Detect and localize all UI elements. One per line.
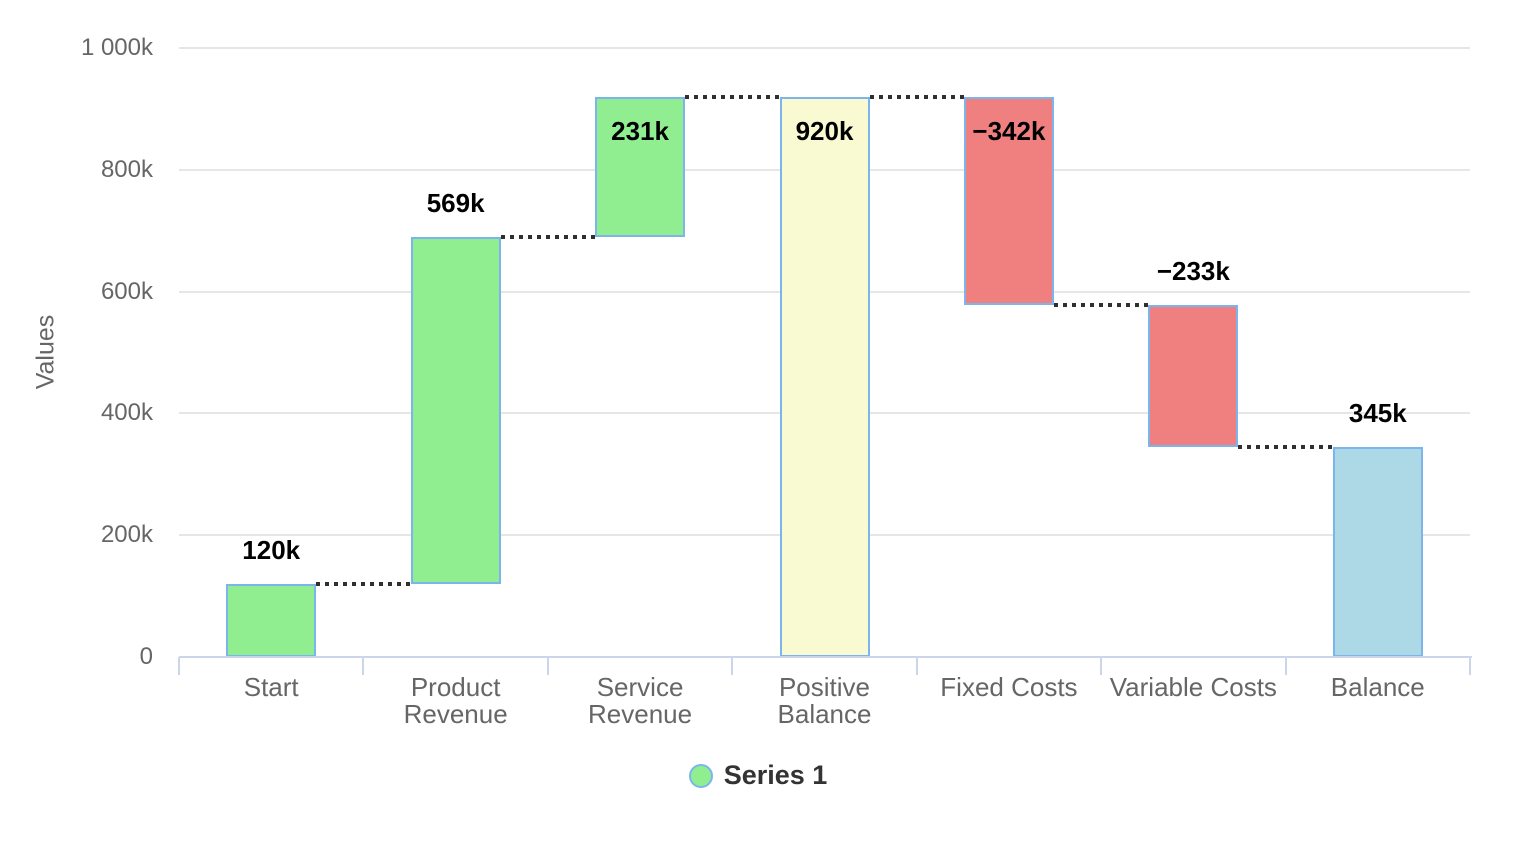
x-label-variable-costs: Variable Costs: [1109, 672, 1277, 702]
data-label-variable-costs: −233k: [1156, 255, 1230, 286]
x-axis-tick-6: [1284, 657, 1287, 675]
bar-positive-balance[interactable]: [779, 96, 870, 657]
bar-start[interactable]: [226, 583, 317, 657]
x-axis-tick-2: [546, 657, 549, 675]
x-label-start: Start: [243, 672, 299, 702]
x-axis-tick-1: [362, 657, 365, 675]
x-axis-tick-7: [1469, 657, 1471, 675]
y-tick-label-200: 200k: [100, 521, 153, 549]
x-axis-line: [179, 656, 1472, 658]
bar-variable-costs[interactable]: [1148, 304, 1239, 447]
connector-line-2: [685, 94, 780, 99]
connector-line-4: [1053, 302, 1149, 307]
y-tick-label-0: 0: [139, 643, 153, 670]
y-axis-title: Values: [31, 314, 60, 390]
data-label-product-revenue: 569k: [426, 188, 485, 219]
data-label-start: 120k: [242, 534, 301, 565]
x-axis-tick-4: [915, 657, 918, 675]
y-tick-label-600: 600k: [100, 277, 153, 305]
y-tick-label-400: 400k: [100, 399, 153, 427]
x-axis-tick-5: [1100, 657, 1103, 675]
gridline-1000: [179, 47, 1470, 49]
bar-balance[interactable]: [1332, 446, 1423, 657]
connector-line-1: [500, 235, 596, 240]
x-axis-tick-3: [731, 657, 734, 675]
x-label-product-revenue: Product Revenue: [403, 672, 508, 729]
y-tick-label-1000: 1 000k: [80, 34, 153, 61]
x-label-fixed-costs: Fixed Costs: [940, 672, 1078, 702]
x-label-positive-balance: Positive Balance: [777, 672, 872, 729]
x-axis-tick-0: [178, 657, 180, 675]
legend-marker-icon: [688, 763, 713, 788]
y-tick-label-800: 800k: [100, 155, 153, 183]
bar-product-revenue[interactable]: [410, 237, 501, 584]
connector-line-5: [1238, 444, 1333, 449]
bar-fixed-costs[interactable]: [963, 96, 1054, 305]
x-label-service-revenue: Service Revenue: [588, 672, 693, 729]
connector-line-0: [316, 581, 411, 586]
bar-service-revenue[interactable]: [595, 96, 686, 238]
legend-item-series-1[interactable]: Series 1: [688, 760, 828, 791]
x-label-balance: Balance: [1330, 672, 1425, 702]
legend-label: Series 1: [723, 760, 828, 790]
data-label-positive-balance: 920k: [795, 115, 854, 146]
data-label-fixed-costs: −342k: [972, 115, 1046, 146]
data-label-balance: 345k: [1348, 397, 1407, 428]
legend: Series 1: [0, 760, 1516, 791]
connector-line-3: [869, 94, 964, 99]
data-label-service-revenue: 231k: [611, 115, 669, 146]
